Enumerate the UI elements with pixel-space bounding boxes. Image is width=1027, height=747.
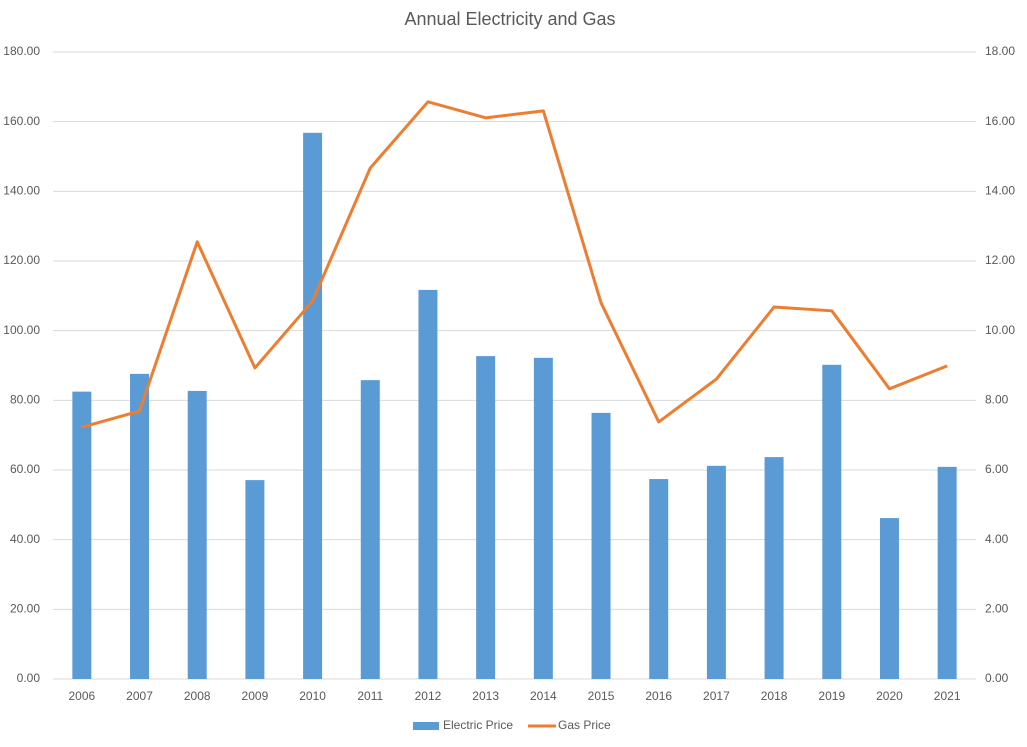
y2-tick-label: 16.00 — [985, 114, 1015, 128]
bar — [649, 479, 669, 679]
bar — [245, 480, 265, 679]
y-tick-label: 40.00 — [10, 532, 40, 546]
y2-tick-label: 10.00 — [985, 323, 1015, 337]
x-tick-label: 2018 — [761, 689, 788, 703]
bar — [360, 380, 380, 679]
bar — [72, 391, 92, 679]
bar — [879, 518, 899, 679]
bar — [822, 364, 842, 679]
y2-tick-label: 18.00 — [985, 44, 1015, 58]
bar — [418, 289, 438, 679]
y-tick-label: 120.00 — [3, 253, 40, 267]
bar — [706, 465, 726, 679]
x-tick-label: 2015 — [588, 689, 615, 703]
x-tick-label: 2020 — [876, 689, 903, 703]
y2-tick-label: 8.00 — [985, 393, 1009, 407]
bar — [764, 457, 784, 679]
x-tick-label: 2008 — [184, 689, 211, 703]
bar — [591, 412, 611, 679]
x-tick-label: 2013 — [472, 689, 499, 703]
y2-tick-label: 6.00 — [985, 462, 1009, 476]
bar — [937, 466, 957, 679]
legend-swatch — [413, 722, 439, 730]
x-tick-label: 2011 — [357, 689, 383, 703]
y-tick-label: 0.00 — [17, 671, 41, 685]
y-tick-label: 20.00 — [10, 602, 40, 616]
bar — [476, 356, 496, 679]
y-tick-label: 160.00 — [3, 114, 40, 128]
bar — [533, 357, 553, 679]
y2-tick-label: 2.00 — [985, 602, 1009, 616]
x-tick-label: 2019 — [818, 689, 845, 703]
line — [81, 100, 948, 429]
x-tick-label: 2007 — [126, 689, 153, 703]
x-tick-label: 2006 — [68, 689, 95, 703]
x-tick-label: 2017 — [703, 689, 730, 703]
y2-tick-label: 14.00 — [985, 184, 1015, 198]
y2-tick-label: 4.00 — [985, 532, 1009, 546]
chart-title: Annual Electricity and Gas — [404, 9, 615, 29]
y2-tick-label: 0.00 — [985, 671, 1009, 685]
x-tick-label: 2014 — [530, 689, 557, 703]
y2-tick-label: 12.00 — [985, 253, 1015, 267]
x-tick-label: 2012 — [415, 689, 442, 703]
bar — [187, 390, 207, 679]
y-tick-label: 140.00 — [3, 184, 40, 198]
y-tick-label: 80.00 — [10, 393, 40, 407]
y-tick-label: 180.00 — [3, 44, 40, 58]
x-tick-label: 2010 — [299, 689, 326, 703]
bar — [130, 373, 150, 679]
legend-label: Electric Price — [443, 718, 513, 732]
y-tick-label: 60.00 — [10, 462, 40, 476]
bar — [303, 132, 323, 679]
legend-label: Gas Price — [558, 718, 611, 732]
x-tick-label: 2009 — [242, 689, 269, 703]
x-tick-label: 2021 — [934, 689, 961, 703]
x-tick-label: 2016 — [645, 689, 672, 703]
y-tick-label: 100.00 — [3, 323, 40, 337]
